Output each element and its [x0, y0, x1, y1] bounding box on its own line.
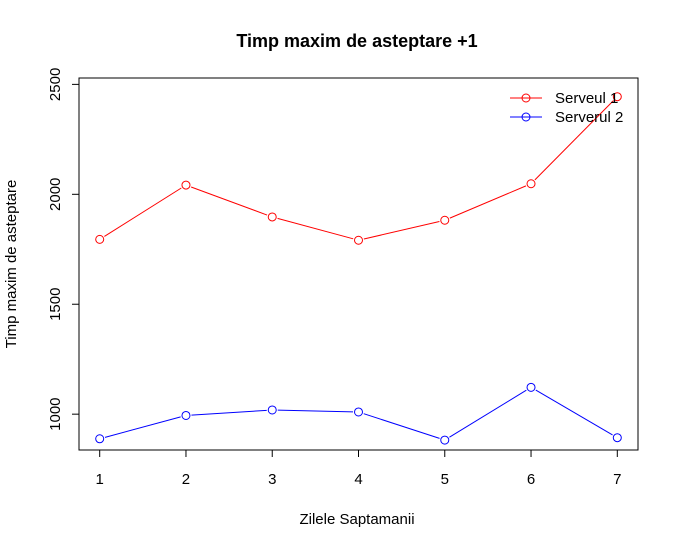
- data-point: [440, 215, 450, 225]
- series-line-segment: [104, 416, 181, 438]
- data-point: [181, 180, 191, 190]
- plot-frame: [78, 77, 639, 451]
- data-point: [95, 234, 105, 244]
- legend-label: Serveul 1: [555, 90, 618, 107]
- x-tick-label: 3: [268, 471, 276, 488]
- data-point: [267, 212, 277, 222]
- series-layer: [95, 92, 622, 445]
- data-point: [181, 410, 191, 420]
- legend: Serveul 1 Serverul 2: [510, 90, 623, 126]
- series-line-segment: [104, 187, 182, 237]
- series-1: [95, 92, 622, 245]
- legend-marker: [521, 112, 531, 122]
- y-tick-label: 1500: [47, 288, 64, 321]
- data-point: [612, 92, 622, 102]
- y-axis-label: Timp maxim de asteptare: [3, 180, 20, 349]
- series-2: [95, 382, 622, 445]
- x-tick-label: 2: [182, 471, 190, 488]
- data-point: [440, 435, 450, 445]
- series-line-segment: [191, 409, 267, 416]
- series-line-segment: [449, 185, 527, 219]
- chart-title: Timp maxim de asteptare +1: [236, 31, 477, 51]
- x-axis-label: Zilele Saptamanii: [299, 511, 414, 528]
- data-point: [526, 179, 536, 189]
- data-point: [612, 433, 622, 443]
- x-tick-label: 1: [96, 471, 104, 488]
- data-point: [526, 382, 536, 392]
- series-line-segment: [535, 389, 613, 436]
- series-line-segment: [190, 186, 268, 216]
- legend-marker: [521, 93, 531, 103]
- series-line-segment: [449, 389, 527, 438]
- data-point: [354, 407, 363, 417]
- y-tick-label: 1000: [47, 397, 64, 430]
- y-tick-label: 2000: [47, 178, 64, 211]
- axes: 1 2 3 4 5 6 7 1000 1500 2000 2500: [47, 68, 621, 488]
- data-point: [95, 434, 105, 444]
- series-line-segment: [277, 409, 354, 413]
- y-tick-label: 2500: [47, 68, 64, 101]
- x-tick-label: 4: [354, 471, 362, 488]
- x-tick-label: 7: [613, 471, 621, 488]
- data-point: [354, 235, 363, 245]
- series-line-segment: [363, 413, 440, 439]
- data-point: [267, 405, 277, 415]
- x-tick-label: 6: [527, 471, 535, 488]
- legend-label: Serverul 2: [555, 109, 623, 126]
- series-line-segment: [363, 221, 440, 240]
- series-line-segment: [277, 217, 354, 240]
- x-tick-label: 5: [441, 471, 449, 488]
- series-line-segment: [534, 100, 614, 181]
